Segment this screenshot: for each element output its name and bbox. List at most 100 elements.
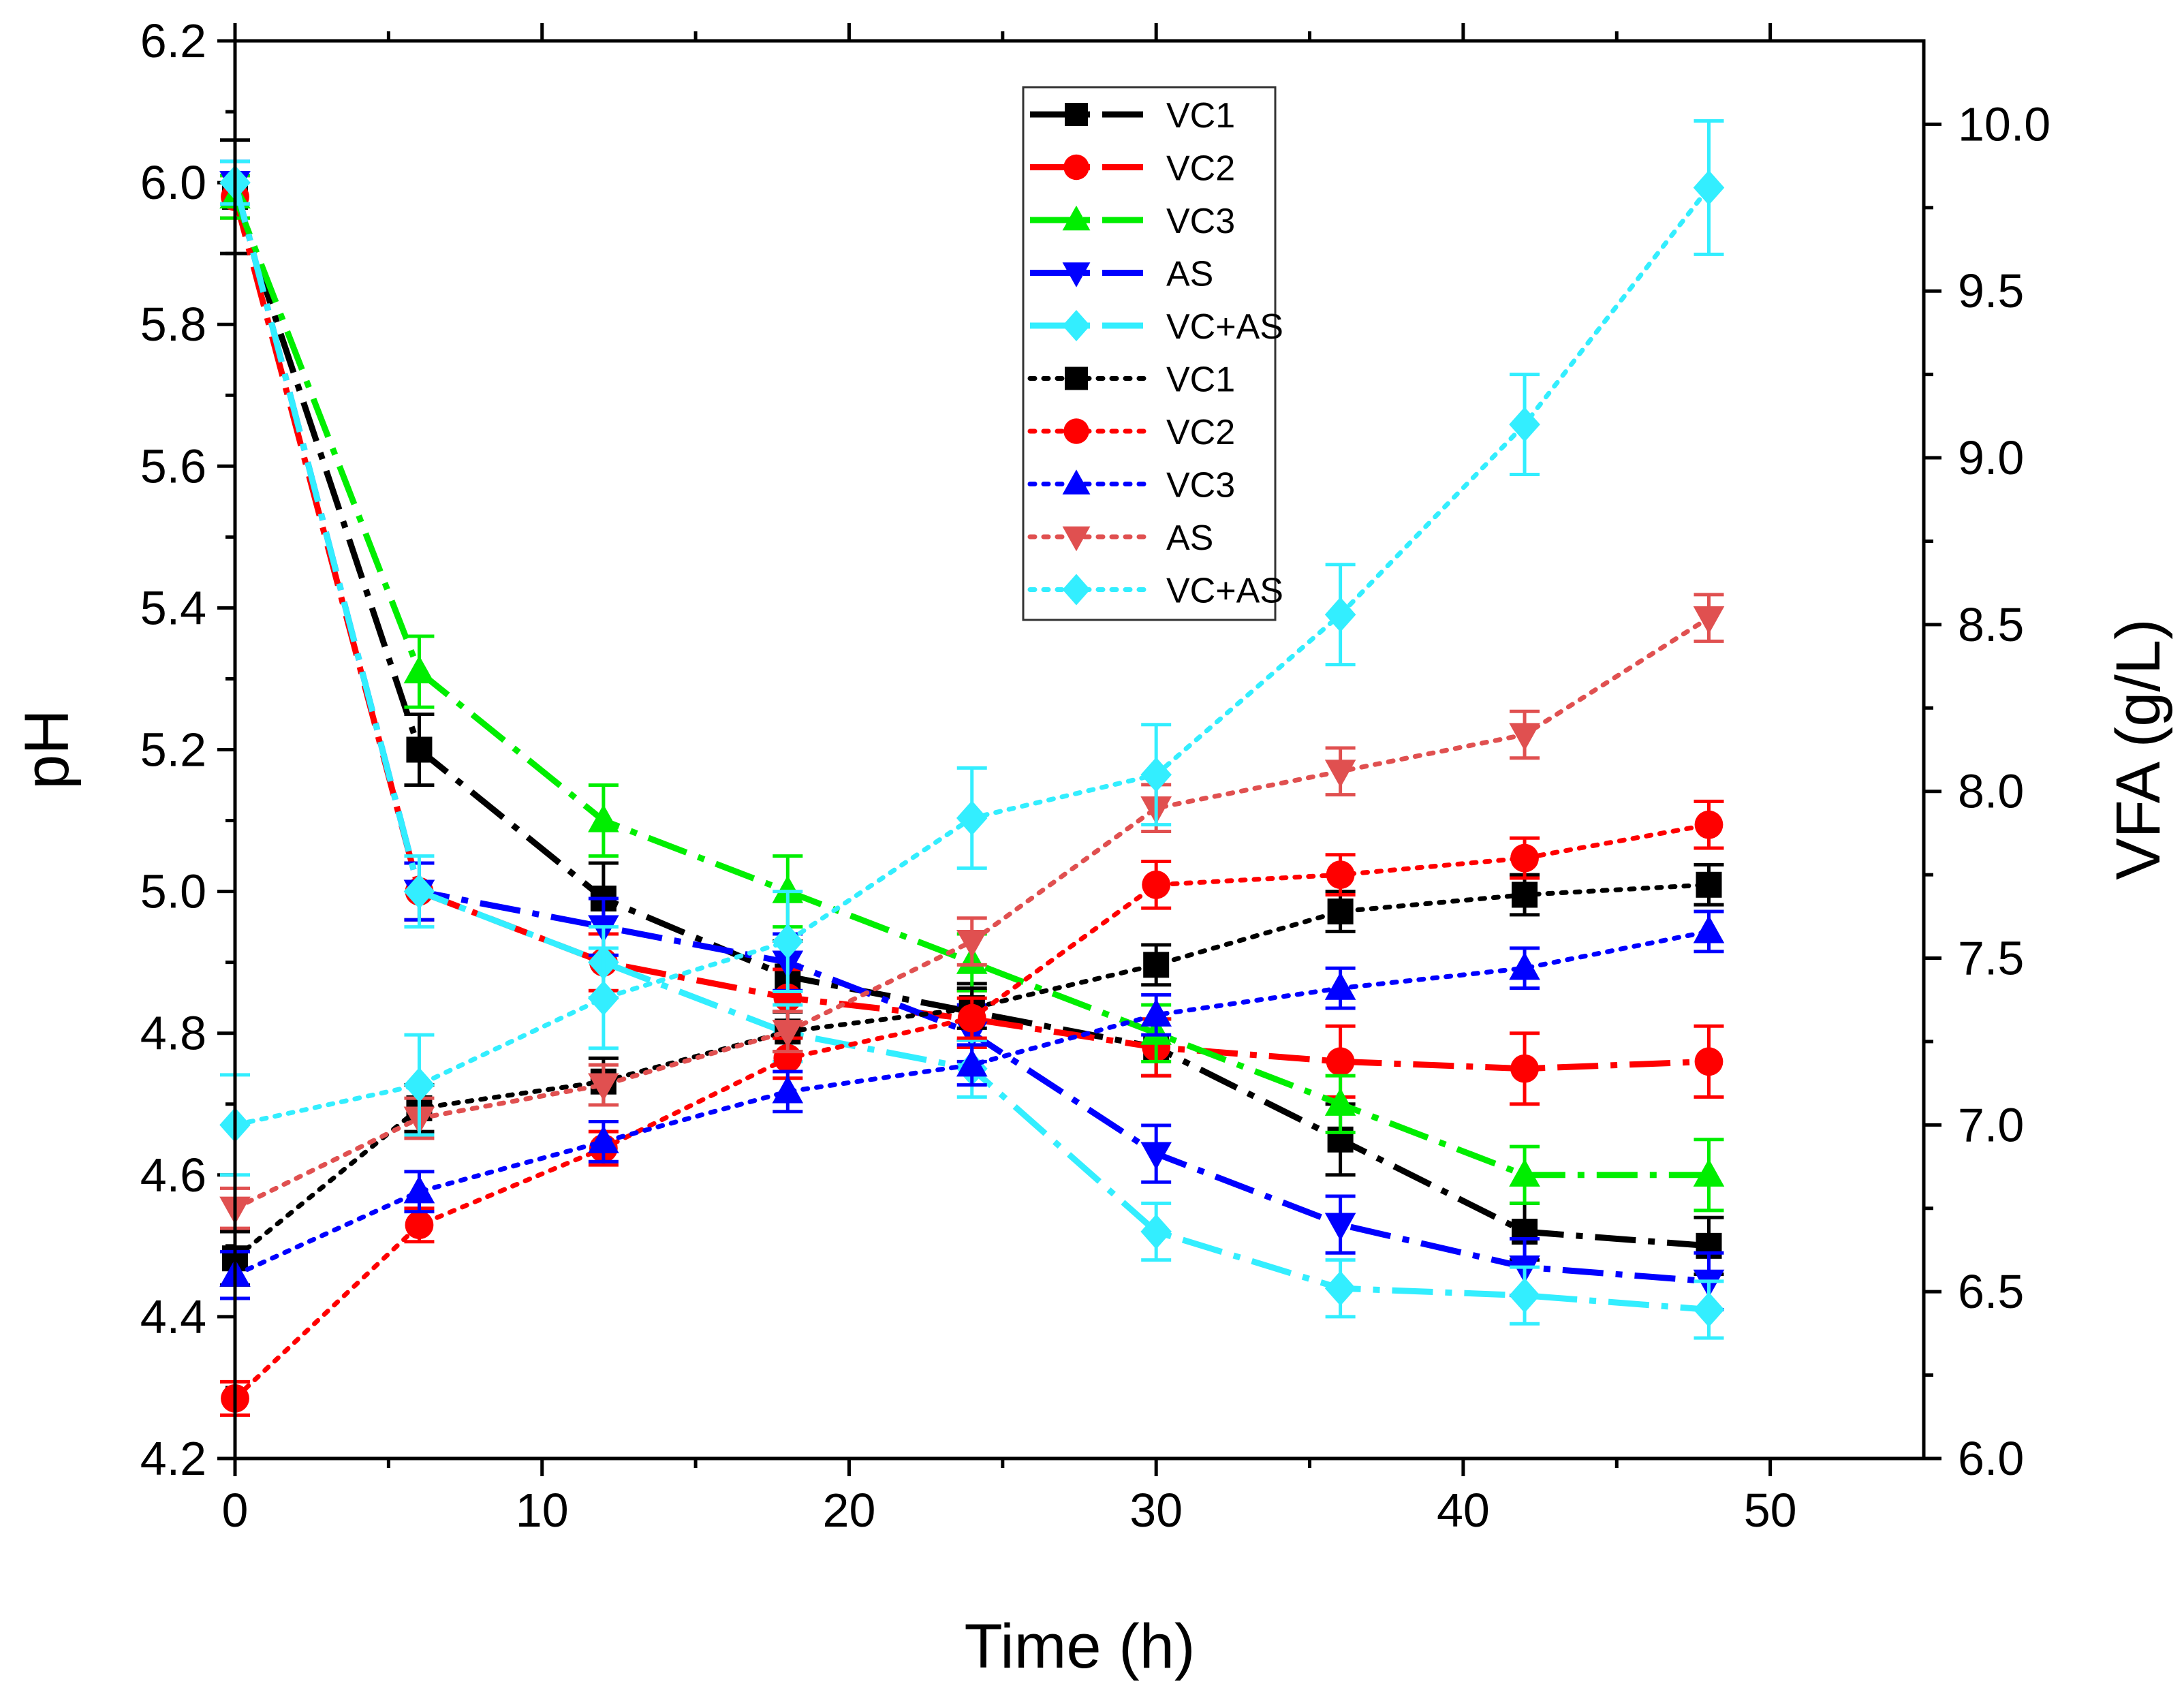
legend-marker bbox=[1062, 574, 1091, 606]
data-point bbox=[406, 736, 433, 763]
legend-item: AS bbox=[1027, 518, 1213, 558]
data-point bbox=[1696, 871, 1722, 898]
data-point bbox=[1693, 606, 1725, 634]
legend-label: VC2 bbox=[1166, 149, 1235, 189]
legend-marker bbox=[1062, 205, 1091, 231]
legend-label: VC2 bbox=[1166, 413, 1235, 452]
legend-label: VC+AS bbox=[1166, 307, 1283, 347]
data-point bbox=[1694, 1047, 1723, 1076]
x-tick-label: 0 bbox=[222, 1484, 249, 1537]
data-point bbox=[1142, 870, 1171, 899]
data-point bbox=[1693, 1159, 1725, 1187]
y-tick-label: 4.8 bbox=[140, 1007, 206, 1060]
legend-marker bbox=[1063, 418, 1089, 444]
data-point bbox=[405, 1211, 434, 1240]
data-point bbox=[956, 1048, 988, 1077]
data-point bbox=[956, 929, 988, 958]
data-point bbox=[956, 800, 988, 836]
x-tick-label: 20 bbox=[823, 1484, 876, 1537]
legend-item: VC2 bbox=[1030, 149, 1235, 189]
data-point bbox=[1140, 999, 1172, 1027]
data-point bbox=[772, 875, 804, 903]
data-point bbox=[1324, 597, 1356, 632]
series-layer bbox=[219, 119, 1725, 1417]
y2-tick-label: 8.0 bbox=[1958, 765, 2024, 818]
data-point bbox=[403, 873, 435, 909]
data-point bbox=[1326, 1047, 1355, 1076]
data-point bbox=[1509, 723, 1540, 751]
data-point bbox=[957, 1003, 986, 1033]
y-axis-title: pH bbox=[12, 709, 82, 790]
y2-axis-title: VFA (g/L) bbox=[2104, 619, 2173, 880]
y-tick-label: 5.6 bbox=[140, 439, 206, 493]
series-vfa-as bbox=[219, 593, 1725, 1230]
legend-marker bbox=[1062, 262, 1091, 287]
legend-item: VC+AS bbox=[1030, 307, 1283, 347]
data-point bbox=[1140, 1142, 1172, 1170]
legend-label: VC1 bbox=[1166, 360, 1235, 400]
data-point bbox=[1327, 898, 1354, 924]
y2-tick-label: 6.5 bbox=[1958, 1265, 2024, 1318]
legend-marker bbox=[1063, 154, 1089, 181]
y-tick-label: 6.0 bbox=[140, 156, 206, 209]
data-point bbox=[403, 1175, 435, 1204]
legend-item: AS bbox=[1030, 255, 1213, 294]
data-point bbox=[1324, 1088, 1356, 1116]
legend-label: VC1 bbox=[1166, 96, 1235, 136]
x-axis-title: Time (h) bbox=[964, 1612, 1195, 1681]
legend-marker bbox=[1062, 526, 1091, 552]
legend-item: VC1 bbox=[1030, 96, 1235, 136]
data-point bbox=[1509, 407, 1540, 442]
data-point bbox=[1509, 1278, 1540, 1313]
data-point bbox=[1324, 760, 1356, 788]
y2-tick-label: 9.5 bbox=[1958, 264, 2024, 317]
y-tick-label: 4.6 bbox=[140, 1149, 206, 1202]
data-point bbox=[403, 655, 435, 684]
legend-label: VC+AS bbox=[1166, 572, 1283, 611]
data-point bbox=[1510, 1054, 1539, 1083]
data-point bbox=[1510, 843, 1539, 873]
data-point bbox=[1693, 170, 1725, 206]
legend-label: VC3 bbox=[1166, 202, 1235, 241]
y-tick-label: 6.2 bbox=[140, 14, 206, 67]
legend-marker bbox=[1065, 103, 1088, 126]
data-point bbox=[1509, 1159, 1540, 1187]
legend-item: VC3 bbox=[1030, 202, 1235, 241]
x-tick-label: 30 bbox=[1129, 1484, 1183, 1537]
legend-item: VC2 bbox=[1027, 413, 1235, 452]
y-tick-label: 5.0 bbox=[140, 865, 206, 918]
data-point bbox=[588, 804, 619, 832]
data-point bbox=[1326, 860, 1355, 890]
y2-tick-label: 7.0 bbox=[1958, 1098, 2024, 1151]
data-point bbox=[588, 1073, 619, 1102]
series-vfa-vc3 bbox=[219, 909, 1725, 1300]
y-tick-label: 4.4 bbox=[140, 1290, 206, 1343]
legend-marker bbox=[1062, 310, 1091, 341]
data-point bbox=[1140, 757, 1172, 792]
y2-tick-label: 8.5 bbox=[1958, 598, 2024, 651]
data-point bbox=[772, 1020, 804, 1048]
y-tick-label: 4.2 bbox=[140, 1432, 206, 1485]
y2-tick-label: 9.0 bbox=[1958, 431, 2024, 484]
series-line bbox=[232, 928, 1711, 1278]
y2-tick-label: 7.5 bbox=[1958, 932, 2024, 985]
legend-label: AS bbox=[1166, 518, 1213, 558]
data-point bbox=[1509, 952, 1540, 980]
legend-item: VC3 bbox=[1027, 466, 1235, 505]
x-tick-label: 40 bbox=[1437, 1484, 1490, 1537]
series-vfa-vc2 bbox=[220, 799, 1724, 1417]
data-point bbox=[1693, 915, 1725, 943]
legend-marker bbox=[1065, 366, 1088, 390]
data-point bbox=[588, 980, 619, 1016]
legend-label: AS bbox=[1166, 255, 1213, 294]
data-point bbox=[588, 1125, 619, 1153]
legend-label: VC3 bbox=[1166, 466, 1235, 505]
data-point bbox=[1143, 952, 1170, 978]
data-point bbox=[1512, 881, 1538, 908]
data-point bbox=[772, 1075, 804, 1104]
legend-marker bbox=[1062, 469, 1091, 495]
y-tick-label: 5.2 bbox=[140, 723, 206, 777]
y-tick-label: 5.8 bbox=[140, 298, 206, 351]
data-point bbox=[1324, 1270, 1356, 1306]
